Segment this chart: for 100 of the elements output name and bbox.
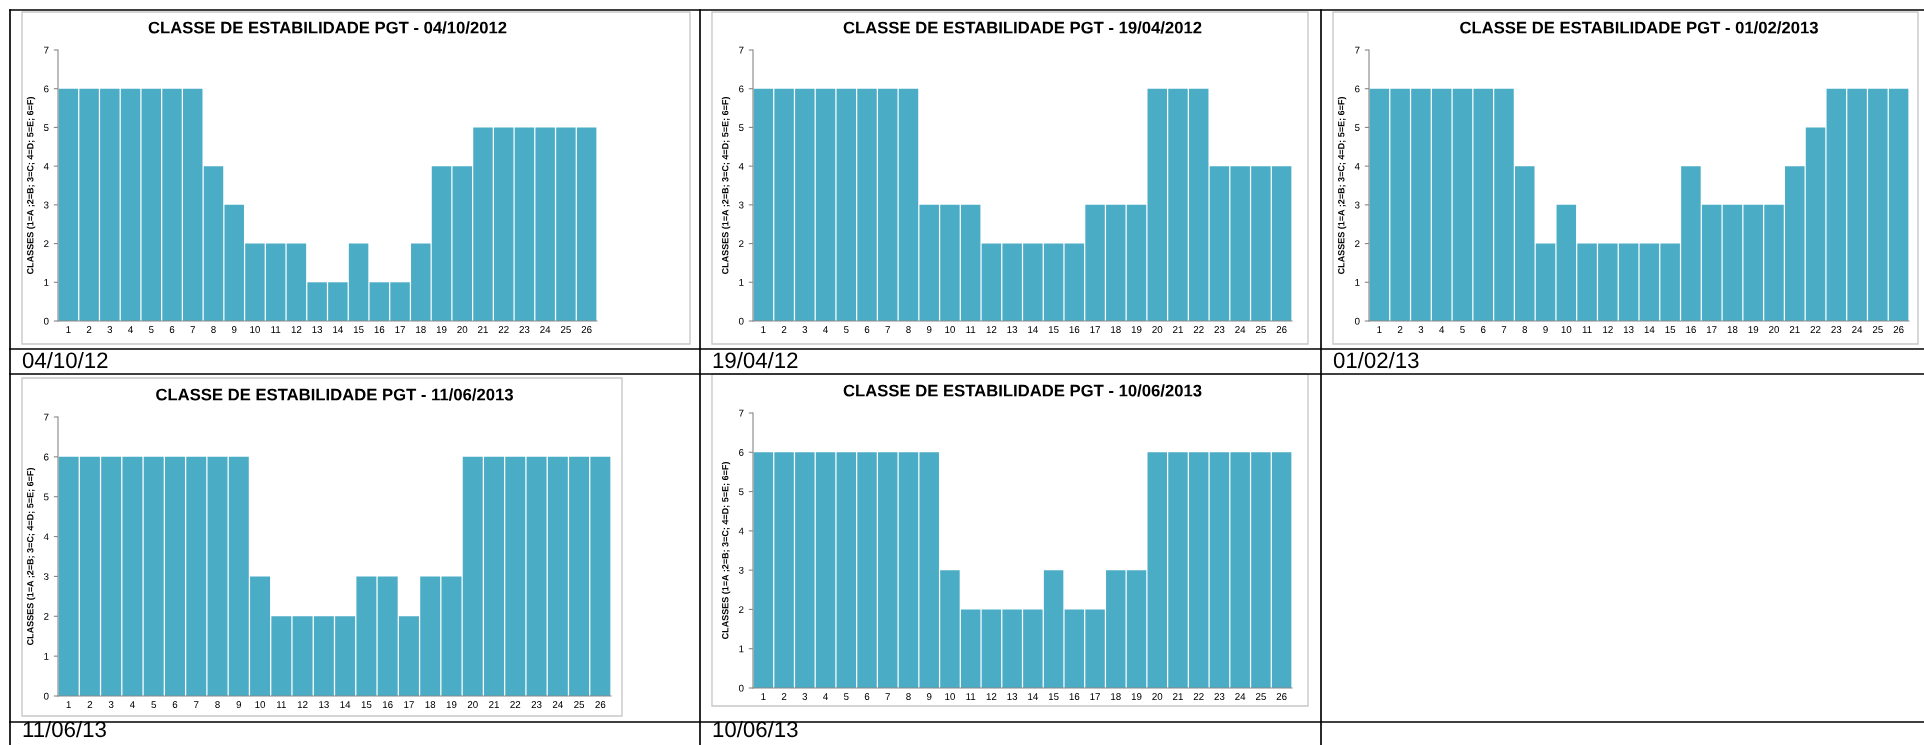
x-tick-label: 6 — [169, 326, 175, 333]
y-tick-label: 6 — [739, 85, 744, 93]
y-tick-label: 7 — [44, 46, 49, 54]
x-tick-label: 6 — [864, 693, 870, 700]
y-tick-label: 4 — [738, 162, 744, 170]
x-tick-label: 26 — [1276, 693, 1287, 700]
x-tick-label: 10 — [250, 326, 260, 333]
x-tick-label: 15 — [1665, 326, 1676, 333]
x-tick-label: 5 — [843, 326, 849, 333]
x-tick-label: 19 — [446, 701, 457, 708]
x-tick-label: 20 — [1152, 693, 1163, 700]
x-tick-label: 18 — [1727, 326, 1738, 333]
x-tick-label: 23 — [519, 326, 530, 333]
x-tick-label: 16 — [374, 326, 385, 333]
x-tick-label: 20 — [1769, 326, 1780, 333]
x-tick-label: 17 — [395, 326, 405, 333]
x-tick-label: 7 — [885, 693, 890, 700]
y-tick-label: 5 — [738, 124, 744, 132]
x-tick-label: 24 — [1235, 693, 1246, 700]
y-tick-label: 3 — [1354, 201, 1360, 209]
x-tick-label: 6 — [1481, 326, 1486, 333]
y-tick-label: 1 — [1355, 279, 1360, 286]
x-tick-label: 15 — [1048, 326, 1059, 333]
x-tick-label: 16 — [1069, 326, 1080, 333]
x-tick-label: 8 — [211, 326, 216, 333]
x-tick-label: 14 — [1028, 693, 1038, 700]
y-tick-label: 3 — [738, 566, 744, 574]
x-tick-label: 23 — [1214, 326, 1225, 333]
x-tick-label: 24 — [1235, 326, 1246, 333]
y-tick-label: 6 — [44, 453, 49, 461]
x-tick-label: 19 — [436, 326, 447, 333]
x-tick-label: 23 — [1214, 693, 1225, 700]
x-tick-label: 5 — [1460, 326, 1465, 333]
x-tick-label: 22 — [1193, 326, 1204, 333]
x-tick-label: 26 — [1276, 326, 1287, 333]
x-tick-label: 14 — [340, 701, 351, 708]
y-tick-label: 4 — [43, 533, 49, 541]
text: 01/02/13 — [1333, 351, 1419, 369]
x-tick-label: 18 — [1111, 326, 1121, 333]
x-tick-label: 13 — [1623, 326, 1634, 333]
x-tick-label: 9 — [236, 701, 242, 708]
x-tick-label: 22 — [1810, 326, 1821, 333]
x-tick-label: 17 — [1090, 326, 1100, 333]
x-tick-label: 9 — [231, 326, 237, 333]
x-tick-label: 22 — [498, 326, 509, 333]
y-tick-label: 5 — [43, 124, 49, 132]
x-tick-label: 20 — [457, 326, 468, 333]
x-tick-label: 11 — [271, 326, 281, 333]
y-tick-label: 3 — [43, 573, 49, 581]
x-tick-label: 8 — [906, 326, 911, 333]
x-tick-label: 22 — [1193, 693, 1204, 700]
x-tick-label: 22 — [510, 701, 521, 708]
x-tick-label: 3 — [108, 701, 114, 708]
x-tick-label: 7 — [190, 326, 195, 333]
chart-title: CLASSE DE ESTABILIDADE PGT - 11/06/2013 — [156, 388, 513, 401]
x-tick-label: 25 — [1255, 693, 1266, 700]
x-tick-label: 16 — [383, 701, 393, 708]
y-tick-label: 4 — [1354, 162, 1360, 170]
x-tick-label: 10 — [945, 326, 955, 333]
x-tick-label: 3 — [802, 326, 808, 333]
x-tick-label: 12 — [986, 326, 997, 333]
x-tick-label: 13 — [1007, 693, 1018, 700]
x-tick-label: 4 — [1439, 326, 1445, 333]
y-tick-label: 2 — [739, 606, 744, 613]
x-tick-label: 21 — [1173, 693, 1183, 700]
x-tick-label: 20 — [1152, 326, 1163, 333]
x-tick-label: 17 — [1707, 326, 1717, 333]
x-tick-label: 9 — [926, 693, 932, 700]
x-tick-label: 9 — [926, 326, 932, 333]
x-tick-label: 15 — [353, 326, 364, 333]
y-tick-label: 3 — [738, 201, 744, 209]
y-tick-label: 1 — [44, 652, 49, 660]
text: 10/06/13 — [713, 720, 798, 738]
y-tick-label: 2 — [1355, 240, 1360, 248]
x-tick-label: 8 — [1522, 326, 1528, 333]
y-tick-label: 1 — [739, 279, 744, 286]
x-tick-label: 2 — [781, 693, 787, 700]
x-tick-label: 25 — [560, 326, 571, 333]
x-tick-label: 12 — [297, 701, 308, 708]
x-tick-label: 23 — [1831, 326, 1842, 333]
x-tick-label: 23 — [531, 701, 542, 708]
y-axis-title: CLASSES (1=A ;2=B; 3=C; 4=D; 5=E; 6=F) — [721, 97, 731, 275]
chart-title: CLASSE DE ESTABILIDADE PGT - 01/02/2013 — [1460, 21, 1818, 34]
x-tick-label: 4 — [128, 326, 133, 333]
y-axis-title: CLASSES (1=A ;2=B; 3=C; 4=D; 5=E; 6=F) — [1337, 97, 1347, 275]
y-tick-label: 0 — [1354, 317, 1360, 325]
x-tick-label: 13 — [319, 701, 329, 708]
y-tick-label: 2 — [44, 613, 49, 620]
x-tick-label: 13 — [1007, 326, 1018, 333]
x-tick-label: 8 — [215, 701, 220, 708]
x-tick-label: 13 — [312, 326, 323, 333]
y-tick-label: 6 — [1355, 85, 1360, 93]
y-axis-title: CLASSES (1=A ;2=B; 3=C; 4=D; 5=E; 6=F) — [721, 462, 731, 640]
y-axis-title: CLASSES (1=A ;2=B; 3=C; 4=D; 5=E; 6=F) — [26, 97, 36, 275]
x-tick-label: 24 — [552, 701, 563, 708]
y-tick-label: 5 — [738, 488, 744, 496]
x-tick-label: 15 — [361, 701, 372, 708]
x-tick-label: 19 — [1131, 326, 1142, 333]
y-tick-label: 0 — [43, 317, 49, 325]
x-tick-label: 12 — [1603, 326, 1613, 333]
